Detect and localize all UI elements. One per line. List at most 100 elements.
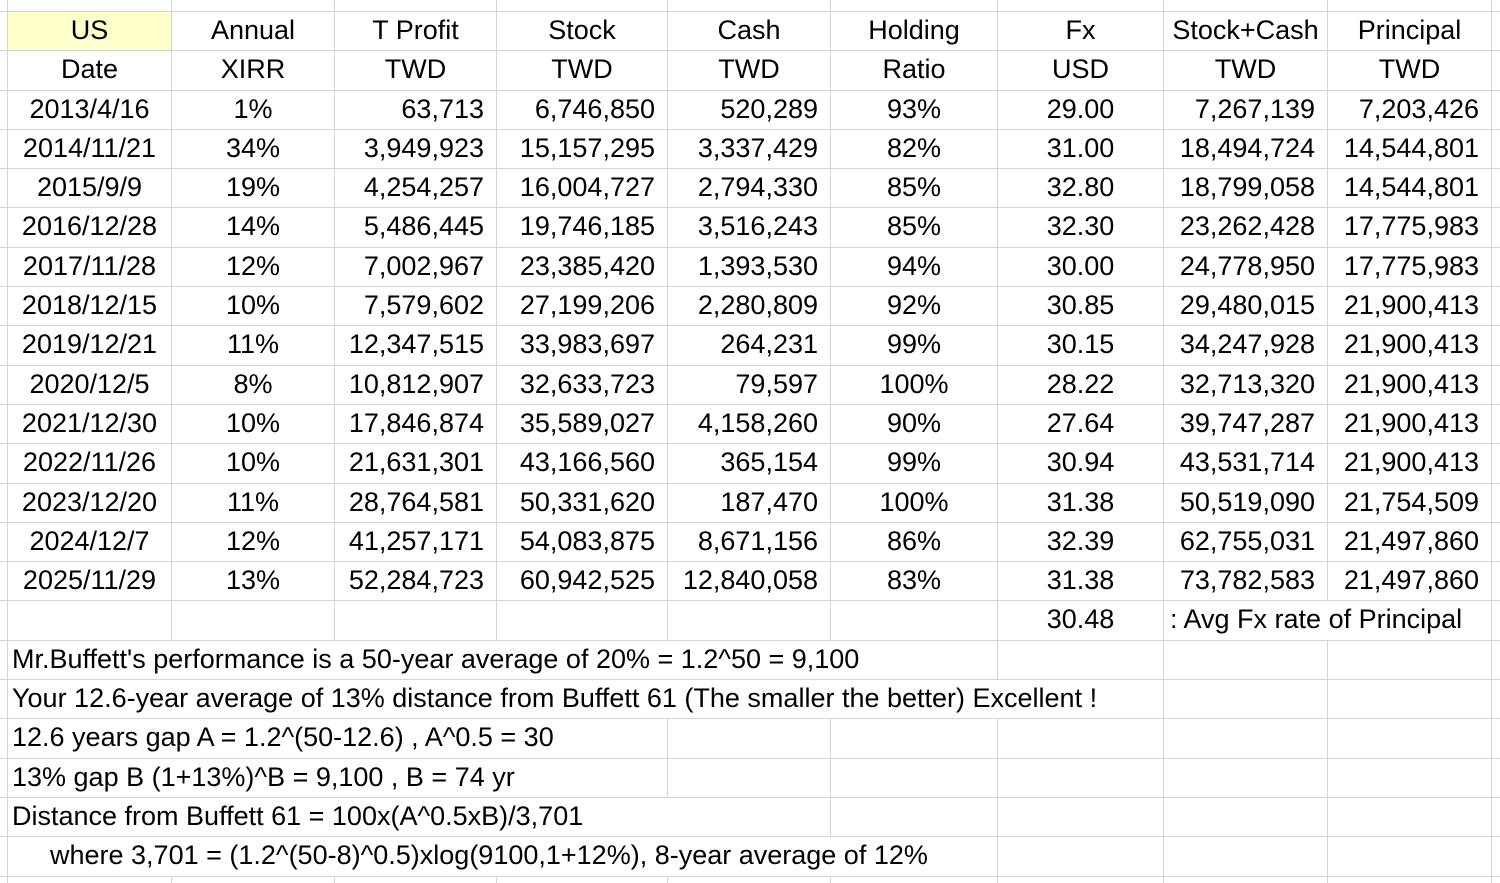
cell-principal[interactable]: 21,900,413 [1328,404,1492,444]
cell-holding-ratio[interactable]: 100% [831,365,998,404]
cell-date[interactable]: 2019/12/21 [8,326,172,365]
cell-stock-plus-cash[interactable]: 18,799,058 [1164,169,1328,208]
cell-holding-ratio[interactable]: 90% [831,404,998,444]
cell-t-profit[interactable]: 21,631,301 [335,444,497,483]
cell-holding-ratio[interactable]: 92% [831,287,998,326]
cell-stock[interactable]: 6,746,850 [497,90,668,129]
cell-cash[interactable]: 2,280,809 [668,287,831,326]
cell-fx[interactable]: 31.38 [998,483,1164,522]
cell-holding-ratio[interactable]: 85% [831,208,998,247]
empty-cell[interactable] [998,0,1164,11]
cell-principal[interactable]: 21,754,509 [1328,483,1492,522]
cell-stock-plus-cash[interactable]: 32,713,320 [1164,365,1328,404]
empty-cell[interactable] [668,876,831,883]
cell-stock-plus-cash[interactable]: 73,782,583 [1164,562,1328,601]
empty-cell[interactable] [998,719,1164,758]
empty-cell[interactable] [998,837,1164,876]
cell-fx[interactable]: 30.00 [998,247,1164,287]
cell-holding-ratio[interactable]: 93% [831,90,998,129]
empty-cell[interactable] [668,601,831,640]
cell-principal[interactable]: 17,775,983 [1328,208,1492,247]
cell-fx[interactable]: 32.80 [998,169,1164,208]
cell-stock[interactable]: 16,004,727 [497,169,668,208]
empty-cell[interactable] [1164,837,1328,876]
cell-holding-ratio[interactable]: 94% [831,247,998,287]
empty-cell[interactable] [1328,0,1492,11]
empty-cell[interactable] [831,0,998,11]
cell-date[interactable]: 2022/11/26 [8,444,172,483]
empty-cell[interactable] [8,0,172,11]
cell-stock[interactable]: 54,083,875 [497,522,668,562]
cell-t-profit[interactable]: 10,812,907 [335,365,497,404]
header-ratio[interactable]: Ratio [831,51,998,90]
cell-xirr[interactable]: 1% [172,90,335,129]
empty-cell[interactable] [668,719,831,758]
header-holding[interactable]: Holding [831,12,998,51]
cell-principal[interactable]: 21,900,413 [1328,444,1492,483]
cell-xirr[interactable]: 10% [172,404,335,444]
empty-cell[interactable] [1328,758,1492,797]
cell-cash[interactable]: 8,671,156 [668,522,831,562]
cell-fx[interactable]: 30.15 [998,326,1164,365]
cell-stock-plus-cash[interactable]: 34,247,928 [1164,326,1328,365]
empty-cell[interactable] [497,601,668,640]
cell-t-profit[interactable]: 52,284,723 [335,562,497,601]
cell-principal[interactable]: 21,497,860 [1328,562,1492,601]
cell-stock-plus-cash[interactable]: 29,480,015 [1164,287,1328,326]
empty-cell[interactable] [172,601,335,640]
cell-date[interactable]: 2020/12/5 [8,365,172,404]
cell-t-profit[interactable]: 7,579,602 [335,287,497,326]
empty-cell[interactable] [1328,640,1492,680]
note-where-formula[interactable]: where 3,701 = (1.2^(50-8)^0.5)xlog(9100,… [8,837,998,876]
header-fx[interactable]: Fx [998,12,1164,51]
cell-t-profit[interactable]: 7,002,967 [335,247,497,287]
cell-holding-ratio[interactable]: 99% [831,444,998,483]
cell-stock[interactable]: 43,166,560 [497,444,668,483]
cell-xirr[interactable]: 14% [172,208,335,247]
cell-t-profit[interactable]: 41,257,171 [335,522,497,562]
cell-stock[interactable]: 27,199,206 [497,287,668,326]
cell-fx[interactable]: 30.94 [998,444,1164,483]
cell-stock[interactable]: 19,746,185 [497,208,668,247]
cell-cash[interactable]: 264,231 [668,326,831,365]
empty-cell[interactable] [8,601,172,640]
cell-cash[interactable]: 2,794,330 [668,169,831,208]
empty-cell[interactable] [1328,837,1492,876]
header-cash-unit[interactable]: TWD [668,51,831,90]
cell-stock[interactable]: 15,157,295 [497,129,668,169]
empty-cell[interactable] [1328,719,1492,758]
cell-principal[interactable]: 21,497,860 [1328,522,1492,562]
cell-fx[interactable]: 31.38 [998,562,1164,601]
cell-stock[interactable]: 35,589,027 [497,404,668,444]
empty-cell[interactable] [1164,797,1328,837]
cell-cash[interactable]: 4,158,260 [668,404,831,444]
empty-cell[interactable] [172,0,335,11]
note-your-average[interactable]: Your 12.6-year average of 13% distance f… [8,680,1164,719]
cell-cash[interactable]: 365,154 [668,444,831,483]
header-us[interactable]: US [8,12,172,51]
cell-stock[interactable]: 23,385,420 [497,247,668,287]
cell-fx[interactable]: 32.30 [998,208,1164,247]
cell-date[interactable]: 2016/12/28 [8,208,172,247]
header-stock-cash-unit[interactable]: TWD [1164,51,1328,90]
header-xirr[interactable]: XIRR [172,51,335,90]
header-date[interactable]: Date [8,51,172,90]
cell-stock-plus-cash[interactable]: 18,494,724 [1164,129,1328,169]
empty-cell[interactable] [1164,758,1328,797]
empty-cell[interactable] [998,797,1164,837]
cell-fx[interactable]: 29.00 [998,90,1164,129]
cell-holding-ratio[interactable]: 82% [831,129,998,169]
note-distance-formula[interactable]: Distance from Buffett 61 = 100x(A^0.5xB)… [8,797,831,837]
cell-stock[interactable]: 32,633,723 [497,365,668,404]
cell-holding-ratio[interactable]: 85% [831,169,998,208]
cell-principal[interactable]: 21,900,413 [1328,365,1492,404]
header-stock-plus-cash[interactable]: Stock+Cash [1164,12,1328,51]
empty-cell[interactable] [1164,719,1328,758]
cell-principal[interactable]: 17,775,983 [1328,247,1492,287]
header-stock[interactable]: Stock [497,12,668,51]
header-principal[interactable]: Principal [1328,12,1492,51]
cell-holding-ratio[interactable]: 83% [831,562,998,601]
cell-t-profit[interactable]: 3,949,923 [335,129,497,169]
cell-xirr[interactable]: 34% [172,129,335,169]
cell-stock-plus-cash[interactable]: 23,262,428 [1164,208,1328,247]
